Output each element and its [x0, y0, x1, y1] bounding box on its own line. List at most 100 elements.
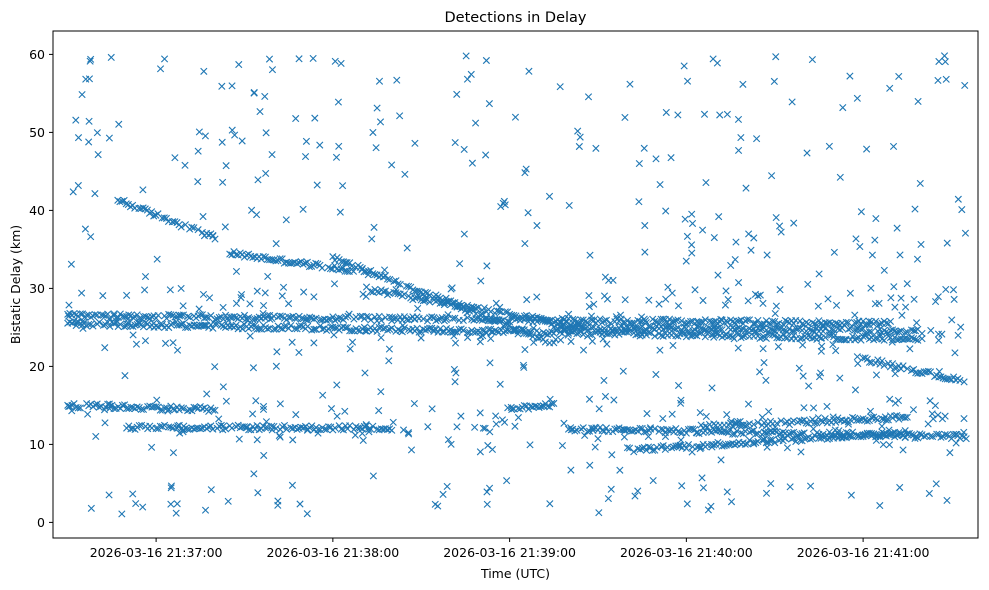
- data-point: [585, 291, 593, 300]
- data-point: [492, 420, 500, 428]
- data-point: [272, 362, 280, 370]
- data-point: [872, 371, 881, 379]
- data-point: [383, 291, 392, 299]
- data-point: [882, 319, 890, 327]
- data-point: [293, 259, 301, 268]
- data-point: [508, 314, 516, 322]
- data-point: [550, 339, 558, 347]
- data-point: [228, 424, 236, 432]
- data-point: [476, 409, 484, 417]
- data-point: [198, 311, 206, 319]
- data-point: [365, 313, 373, 321]
- data-point: [867, 358, 876, 366]
- data-point: [451, 314, 459, 322]
- data-point: [710, 234, 718, 242]
- data-point: [722, 287, 730, 295]
- data-point: [704, 506, 712, 514]
- data-point: [375, 407, 383, 415]
- data-point: [101, 419, 109, 427]
- data-point: [249, 364, 258, 372]
- data-point: [846, 324, 855, 332]
- data-point: [619, 367, 627, 375]
- data-point: [386, 313, 394, 321]
- data-point: [236, 424, 244, 432]
- data-point: [657, 443, 665, 451]
- data-point: [463, 75, 472, 83]
- data-point: [903, 328, 911, 336]
- data-point: [125, 422, 133, 430]
- data-point: [423, 325, 432, 333]
- data-point: [200, 67, 208, 75]
- data-point: [600, 376, 608, 385]
- data-point: [880, 361, 888, 369]
- data-point: [832, 347, 840, 355]
- data-point: [104, 310, 112, 318]
- data-point: [608, 451, 616, 459]
- data-point: [957, 323, 965, 331]
- data-point: [598, 426, 606, 435]
- data-point: [602, 424, 610, 432]
- data-point: [703, 327, 711, 335]
- data-point: [181, 161, 189, 169]
- data-point: [351, 431, 359, 439]
- data-point: [434, 315, 442, 324]
- data-point: [483, 488, 491, 496]
- data-point: [333, 381, 341, 389]
- data-point: [516, 314, 524, 322]
- data-point: [602, 316, 610, 324]
- data-point: [888, 326, 897, 334]
- data-point: [588, 331, 596, 339]
- data-point: [521, 345, 529, 354]
- data-point: [262, 418, 271, 426]
- data-point: [669, 341, 677, 350]
- data-point: [286, 259, 295, 267]
- data-point: [805, 382, 813, 390]
- data-point: [683, 77, 692, 85]
- data-point: [891, 370, 899, 378]
- data-point: [696, 408, 704, 417]
- data-point: [621, 296, 629, 304]
- data-point: [567, 466, 575, 474]
- data-point: [478, 326, 486, 334]
- data-point: [248, 410, 257, 418]
- data-point: [497, 317, 505, 325]
- data-point: [635, 159, 643, 168]
- data-point: [949, 286, 958, 294]
- data-point: [94, 151, 102, 159]
- data-point: [903, 280, 911, 288]
- data-point: [724, 429, 733, 437]
- x-axis-ticks: 2026-03-16 21:37:00 2026-03-16 21:38:00 20…: [90, 538, 930, 560]
- data-point: [362, 292, 370, 300]
- data-point: [232, 422, 240, 431]
- data-point: [514, 404, 522, 413]
- data-point: [752, 319, 760, 328]
- data-point: [876, 360, 884, 368]
- data-point: [305, 263, 314, 271]
- data-point: [809, 327, 817, 335]
- data-point: [777, 228, 785, 236]
- data-point: [574, 127, 582, 135]
- data-point: [763, 251, 771, 259]
- data-point: [632, 426, 640, 434]
- data-point: [933, 430, 941, 438]
- data-point: [688, 448, 696, 456]
- data-point: [644, 322, 653, 330]
- data-point: [333, 412, 341, 420]
- data-point: [659, 332, 667, 340]
- data-point: [526, 441, 534, 449]
- data-point: [249, 253, 257, 261]
- data-point: [790, 219, 798, 227]
- data-point: [847, 491, 855, 499]
- data-point: [533, 293, 541, 301]
- data-point: [264, 311, 272, 320]
- data-point: [289, 436, 297, 444]
- data-point: [132, 499, 140, 508]
- data-point: [744, 297, 752, 305]
- data-point: [279, 283, 288, 291]
- data-point: [331, 424, 339, 432]
- data-point: [235, 435, 243, 443]
- data-point: [467, 70, 475, 78]
- data-point: [354, 326, 362, 335]
- data-point: [276, 312, 284, 320]
- data-point: [531, 402, 539, 410]
